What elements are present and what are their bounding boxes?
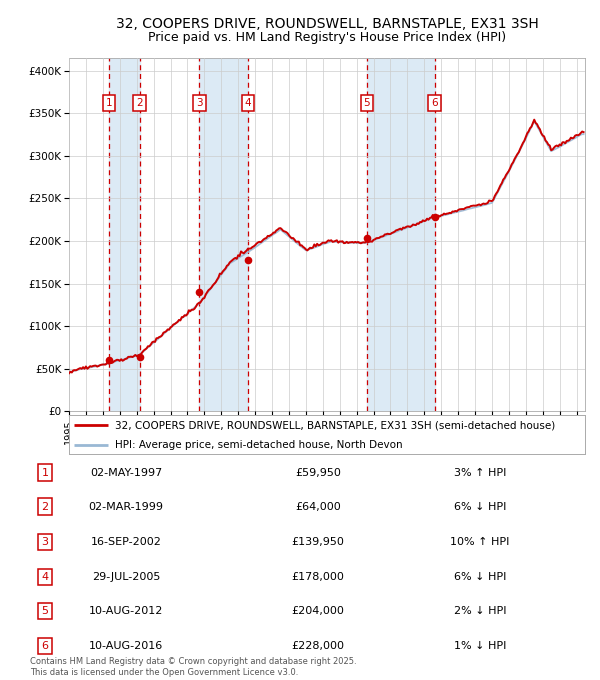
Text: 6: 6 [41, 641, 49, 651]
Text: £139,950: £139,950 [292, 537, 344, 547]
Text: £64,000: £64,000 [295, 502, 341, 511]
Text: 02-MAY-1997: 02-MAY-1997 [90, 468, 162, 477]
Text: 3% ↑ HPI: 3% ↑ HPI [454, 468, 506, 477]
Text: £228,000: £228,000 [292, 641, 344, 651]
Text: 3: 3 [41, 537, 49, 547]
Text: 1: 1 [41, 468, 49, 477]
Bar [109, 58, 140, 411]
Text: 1% ↓ HPI: 1% ↓ HPI [454, 641, 506, 651]
Text: 6% ↓ HPI: 6% ↓ HPI [454, 572, 506, 581]
Text: HPI: Average price, semi-detached house, North Devon: HPI: Average price, semi-detached house,… [115, 440, 403, 450]
Text: 5: 5 [364, 98, 370, 108]
Text: 6: 6 [431, 98, 438, 108]
Text: 2: 2 [136, 98, 143, 108]
Text: 10-AUG-2012: 10-AUG-2012 [89, 607, 163, 616]
Text: 32, COOPERS DRIVE, ROUNDSWELL, BARNSTAPLE, EX31 3SH (semi-detached house): 32, COOPERS DRIVE, ROUNDSWELL, BARNSTAPL… [115, 420, 556, 430]
Text: 4: 4 [41, 572, 49, 581]
Bar [199, 58, 248, 411]
Text: £178,000: £178,000 [292, 572, 344, 581]
Text: 3: 3 [196, 98, 203, 108]
Text: 1: 1 [106, 98, 112, 108]
Text: 4: 4 [245, 98, 251, 108]
Text: 2% ↓ HPI: 2% ↓ HPI [454, 607, 506, 616]
Text: Contains HM Land Registry data © Crown copyright and database right 2025.
This d: Contains HM Land Registry data © Crown c… [30, 657, 356, 677]
Text: £204,000: £204,000 [292, 607, 344, 616]
Text: 32, COOPERS DRIVE, ROUNDSWELL, BARNSTAPLE, EX31 3SH: 32, COOPERS DRIVE, ROUNDSWELL, BARNSTAPL… [116, 17, 538, 31]
Text: 16-SEP-2002: 16-SEP-2002 [91, 537, 161, 547]
Bar [367, 58, 434, 411]
Text: 10% ↑ HPI: 10% ↑ HPI [451, 537, 509, 547]
Text: 2: 2 [41, 502, 49, 511]
Text: Price paid vs. HM Land Registry's House Price Index (HPI): Price paid vs. HM Land Registry's House … [148, 31, 506, 44]
Text: 29-JUL-2005: 29-JUL-2005 [92, 572, 160, 581]
Text: 02-MAR-1999: 02-MAR-1999 [89, 502, 163, 511]
Text: 10-AUG-2016: 10-AUG-2016 [89, 641, 163, 651]
Text: £59,950: £59,950 [295, 468, 341, 477]
Text: 5: 5 [41, 607, 49, 616]
Text: 6% ↓ HPI: 6% ↓ HPI [454, 502, 506, 511]
